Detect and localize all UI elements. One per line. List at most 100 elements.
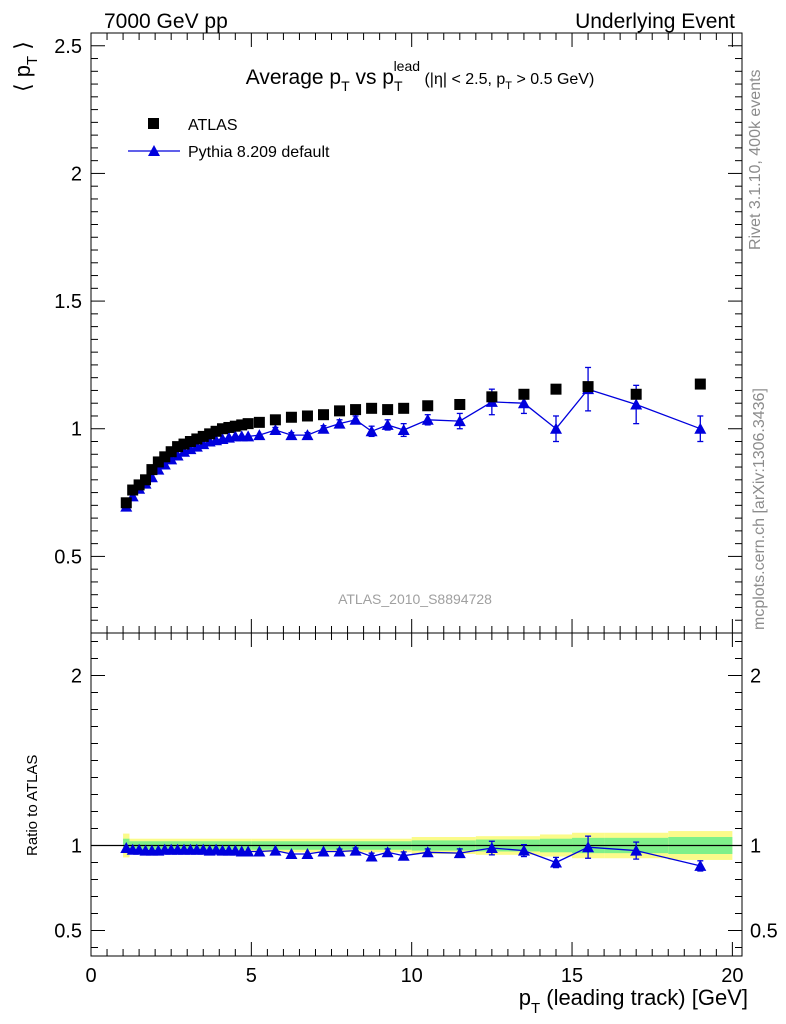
atlas-data-point	[159, 451, 171, 463]
mc-data-point	[349, 413, 362, 425]
atlas-data-point	[301, 410, 313, 422]
title-mid: vs p	[350, 66, 394, 89]
atlas-data-point	[382, 404, 394, 416]
ratio-data-point	[397, 849, 410, 861]
mc-data-point	[397, 424, 410, 436]
x-axis-label-sub: T	[531, 1000, 540, 1017]
atlas-data-point	[133, 479, 145, 491]
mc-data-point	[317, 422, 330, 434]
atlas-data-point	[350, 404, 362, 416]
mc-data-point	[269, 424, 282, 436]
ratio-data-point	[269, 844, 282, 856]
top-panel: 0.511.522.5 Average pT vs pTlead (|η| < …	[10, 32, 743, 634]
ratio-data-point	[421, 846, 434, 858]
mc-data-point	[421, 413, 434, 425]
legend-atlas-label: ATLAS	[188, 117, 238, 134]
y-axis-label-sub: T	[24, 56, 41, 65]
title-cuts-sub: T	[505, 80, 512, 92]
header-right-label: Underlying Event	[575, 10, 735, 33]
atlas-data-point	[236, 419, 248, 431]
x-axis-label-main: p	[519, 985, 531, 1010]
ratio-data-point	[317, 845, 330, 857]
legend-mc-marker	[148, 145, 160, 156]
rivet-version-label: Rivet 3.1.10, 400k events	[747, 69, 764, 250]
x-axis-label-rest: (leading track) [GeV]	[540, 985, 748, 1010]
top-y-tick-label: 1.5	[54, 291, 82, 313]
ratio-data-point	[630, 844, 643, 856]
atlas-data-point	[518, 388, 530, 400]
ratio-data-point	[301, 848, 314, 859]
chart-title: Average pT vs pTlead (|η| < 2.5, pT > 0.…	[246, 58, 595, 94]
title-main: Average p	[246, 66, 341, 89]
atlas-data-point	[486, 391, 498, 403]
mc-data-point	[171, 449, 184, 461]
mc-series-line	[125, 388, 701, 507]
bottom-y-tick-label-right: 1	[750, 836, 761, 858]
mc-data-point	[333, 417, 346, 429]
y-axis-label-close: ⟩	[10, 41, 35, 56]
ratio-data-point	[349, 844, 362, 856]
atlas-data-point	[398, 402, 410, 414]
bottom-y-tick-label-right: 0.5	[750, 921, 778, 943]
title-sub-2: T	[394, 78, 403, 94]
bottom-plot-frame	[90, 632, 743, 957]
ratio-data-point	[485, 842, 498, 854]
atlas-data-point	[184, 436, 196, 448]
y-axis-label-open: ⟨ p	[10, 65, 35, 92]
atlas-data-point	[216, 423, 228, 435]
atlas-data-point	[120, 497, 132, 509]
atlas-data-point	[454, 398, 466, 410]
title-sup-2: lead	[394, 58, 420, 74]
bottom-y-tick-label: 0.5	[54, 921, 82, 943]
legend: ATLAS Pythia 8.209 default	[128, 117, 330, 161]
mc-data-point	[550, 422, 562, 434]
atlas-data-point	[582, 381, 594, 393]
top-y-tick-label: 1	[71, 419, 82, 441]
mc-data-point	[301, 429, 314, 441]
mc-data-point	[517, 397, 530, 409]
atlas-data-point	[223, 421, 235, 433]
mc-data-point	[381, 418, 394, 430]
atlas-data-point	[253, 416, 265, 428]
mc-data-point	[242, 430, 255, 442]
mc-data-point	[253, 429, 266, 441]
ratio-data-point	[285, 848, 298, 859]
atlas-data-point	[127, 484, 139, 496]
atlas-data-point	[204, 428, 216, 440]
top-y-tick-label: 0.5	[54, 546, 82, 568]
title-cuts-b: > 0.5 GeV)	[512, 71, 594, 88]
ratio-data-point	[582, 841, 595, 853]
atlas-data-point	[165, 446, 177, 458]
atlas-data-point	[242, 418, 254, 430]
top-y-tick-label: 2	[71, 163, 82, 185]
atlas-data-point	[210, 425, 222, 437]
ratio-data-point	[253, 845, 266, 857]
atlas-data-point	[422, 400, 434, 412]
header-left-label: 7000 GeV pp	[104, 10, 228, 33]
ratio-data-point	[517, 844, 530, 856]
atlas-data-point	[140, 474, 152, 486]
mc-data-point	[285, 429, 298, 441]
x-tick-label: 20	[721, 965, 743, 987]
title-sub-1: T	[341, 78, 350, 94]
bottom-panel: 0.5 0.51 12 20 5 10 15 20 Ratio to ATLAS pT (le…	[24, 632, 778, 1017]
x-tick-label: 0	[85, 965, 96, 987]
atlas-data-point	[191, 433, 203, 445]
atlas-data-point	[694, 378, 706, 390]
atlas-data-point	[172, 441, 184, 453]
atlas-data-point	[229, 420, 241, 432]
atlas-data-point	[285, 411, 297, 423]
atlas-data-point	[152, 456, 164, 468]
bottom-y-tick-label: 1	[71, 836, 82, 858]
mc-data-point	[453, 415, 466, 427]
ratio-data-point	[381, 846, 394, 858]
mcplots-reference-label: mcplots.cern.ch [arXiv:1306.3436]	[751, 388, 768, 630]
ratio-data-point	[694, 859, 707, 871]
atlas-data-point	[334, 405, 346, 417]
x-tick-label: 15	[561, 965, 583, 987]
atlas-data-point	[630, 388, 642, 400]
mc-data-point	[694, 422, 707, 434]
mc-data-point	[630, 398, 643, 410]
ratio-y-axis-label: Ratio to ATLAS	[24, 755, 41, 856]
